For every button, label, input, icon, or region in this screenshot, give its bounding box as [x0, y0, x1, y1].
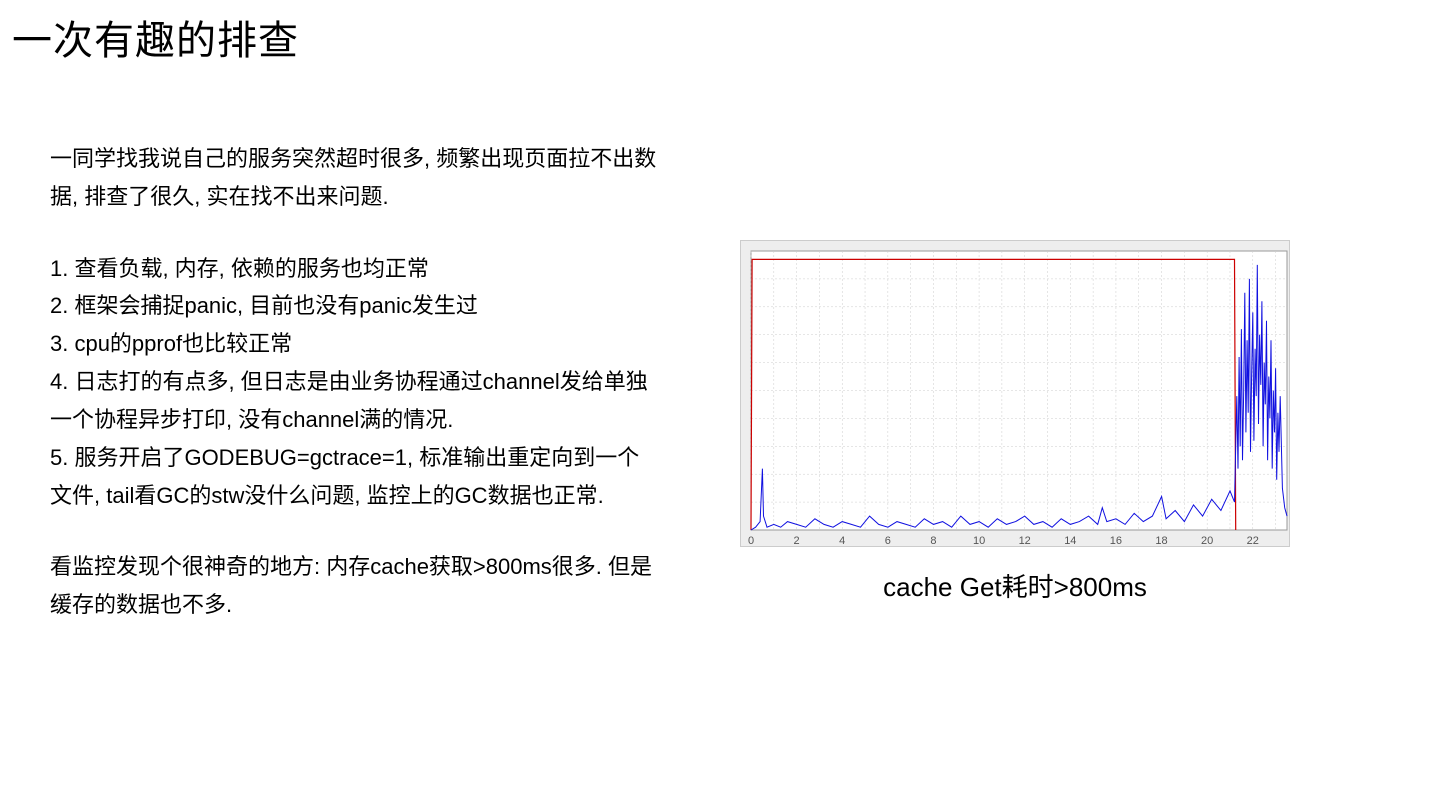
chart-frame: 0 2 4 6 8 10 12 14 16 18 20 22	[740, 240, 1290, 547]
svg-text:14: 14	[1064, 535, 1076, 547]
observation-paragraph: 看监控发现个很神奇的地方: 内存cache获取>800ms很多. 但是缓存的数据…	[50, 548, 660, 624]
chart-area: 0 2 4 6 8 10 12 14 16 18 20 22 cache Get耗时>800ms	[740, 240, 1290, 604]
svg-text:12: 12	[1019, 535, 1031, 547]
svg-text:18: 18	[1155, 535, 1167, 547]
svg-text:20: 20	[1201, 535, 1213, 547]
point-4: 4. 日志打的有点多, 但日志是由业务协程通过channel发给单独一个协程异步…	[50, 363, 660, 439]
latency-chart: 0 2 4 6 8 10 12 14 16 18 20 22	[741, 241, 1290, 547]
point-2: 2. 框架会捕捉panic, 目前也没有panic发生过	[50, 287, 660, 325]
intro-paragraph: 一同学找我说自己的服务突然超时很多, 频繁出现页面拉不出数据, 排查了很久, 实…	[50, 140, 660, 216]
svg-text:4: 4	[839, 535, 845, 547]
svg-text:16: 16	[1110, 535, 1122, 547]
point-1: 1. 查看负载, 内存, 依赖的服务也均正常	[50, 250, 660, 288]
svg-text:8: 8	[930, 535, 936, 547]
svg-text:10: 10	[973, 535, 985, 547]
svg-text:6: 6	[885, 535, 891, 547]
slide: 一次有趣的排查 一同学找我说自己的服务突然超时很多, 频繁出现页面拉不出数据, …	[0, 0, 1440, 810]
svg-text:2: 2	[794, 535, 800, 547]
svg-text:22: 22	[1247, 535, 1259, 547]
slide-title: 一次有趣的排查	[12, 8, 299, 66]
point-3: 3. cpu的pprof也比较正常	[50, 325, 660, 363]
svg-text:0: 0	[748, 535, 754, 547]
body-text: 一同学找我说自己的服务突然超时很多, 频繁出现页面拉不出数据, 排查了很久, 实…	[50, 140, 660, 624]
chart-caption: cache Get耗时>800ms	[740, 567, 1290, 604]
point-5: 5. 服务开启了GODEBUG=gctrace=1, 标准输出重定向到一个文件,…	[50, 439, 660, 515]
